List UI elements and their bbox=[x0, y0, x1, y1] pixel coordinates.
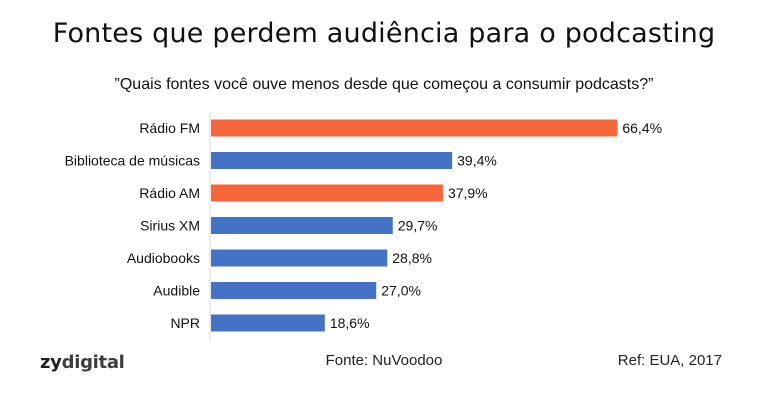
value-label: 39,4% bbox=[457, 153, 497, 169]
category-label: Biblioteca de músicas bbox=[65, 153, 200, 169]
source-note: Fonte: NuVoodoo bbox=[325, 352, 443, 369]
bar bbox=[211, 152, 453, 169]
bar bbox=[211, 217, 393, 234]
brand-suffix: digital bbox=[61, 352, 125, 373]
value-label: 27,0% bbox=[381, 283, 421, 299]
bar bbox=[211, 184, 443, 202]
category-label: Audiobooks bbox=[127, 250, 200, 266]
value-label: 66,4% bbox=[622, 120, 662, 136]
value-label: 29,7% bbox=[398, 218, 438, 234]
chart-title: Fontes que perdem audiência para o podca… bbox=[52, 18, 716, 49]
bar bbox=[211, 249, 388, 267]
reference-note: Ref: EUA, 2017 bbox=[617, 352, 722, 369]
category-label: Rádio FM bbox=[139, 120, 200, 136]
bar bbox=[211, 314, 325, 332]
brand-prefix: zy bbox=[40, 352, 62, 373]
value-label: 18,6% bbox=[330, 315, 370, 331]
value-label: 28,8% bbox=[392, 250, 432, 266]
bar bbox=[211, 119, 618, 137]
bar bbox=[211, 282, 377, 299]
category-label: Sirius XM bbox=[140, 218, 200, 234]
category-label: Audible bbox=[153, 283, 200, 299]
brand-logo: zydigital bbox=[40, 352, 125, 373]
category-label: NPR bbox=[170, 315, 200, 331]
value-label: 37,9% bbox=[448, 185, 488, 201]
category-label: Rádio AM bbox=[139, 185, 200, 201]
chart-subtitle: ”Quais fontes você ouve menos desde que … bbox=[114, 76, 654, 93]
